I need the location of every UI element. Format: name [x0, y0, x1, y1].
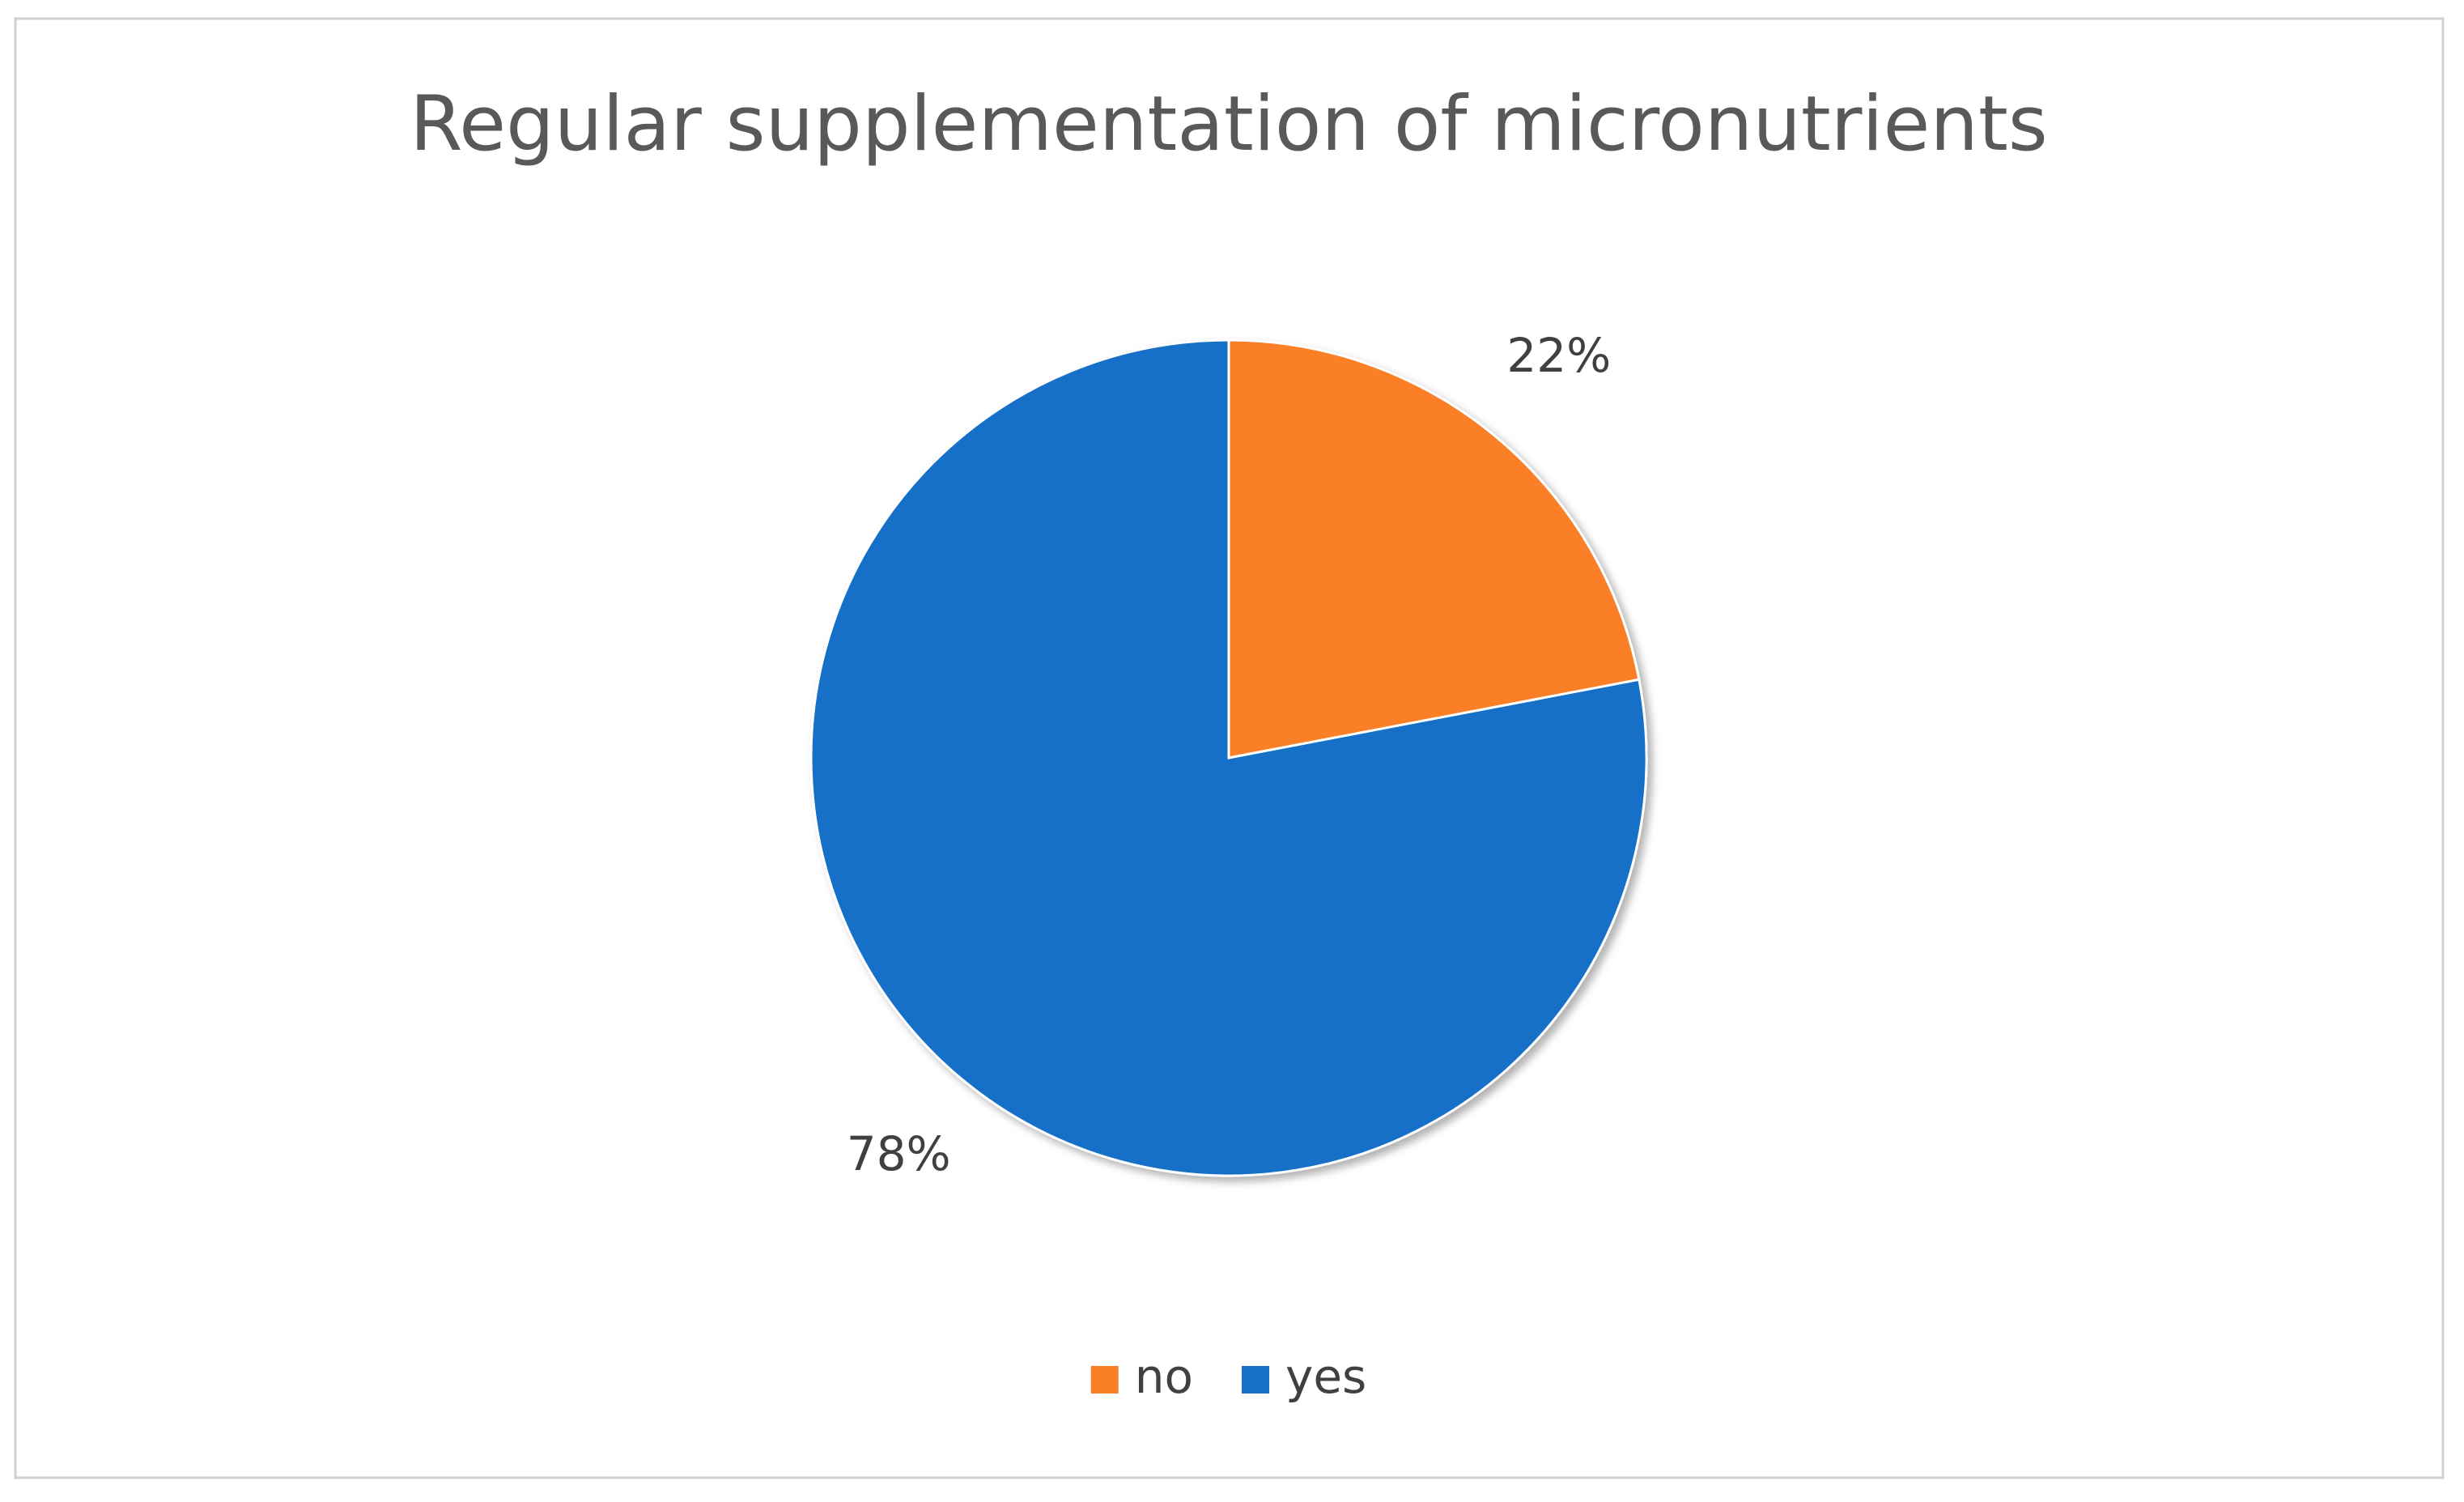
legend-item: no — [1090, 1349, 1193, 1404]
pie-slice — [1227, 338, 1641, 760]
data-label: 22% — [1506, 328, 1611, 383]
legend-swatch — [1090, 1366, 1119, 1393]
legend-item: yes — [1242, 1349, 1366, 1404]
pie-slice — [809, 338, 1648, 1177]
data-label: 78% — [847, 1126, 951, 1181]
legend-label: yes — [1285, 1349, 1366, 1404]
chart-title: Regular supplementation of micronutrient… — [410, 80, 2048, 168]
legend-label: no — [1135, 1349, 1193, 1404]
pie — [809, 338, 1648, 1177]
legend-swatch — [1242, 1366, 1270, 1393]
